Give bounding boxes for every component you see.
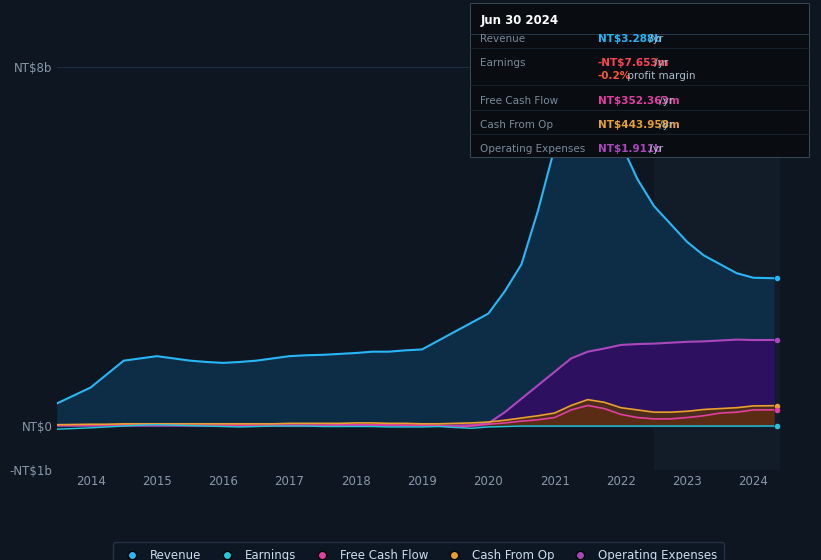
Text: /yr: /yr	[657, 96, 674, 106]
Bar	[654, 67, 780, 470]
Text: Jun 30 2024: Jun 30 2024	[480, 14, 558, 27]
Text: -0.2%: -0.2%	[598, 71, 631, 81]
Text: Operating Expenses: Operating Expenses	[480, 144, 585, 154]
Text: Cash From Op: Cash From Op	[480, 120, 553, 130]
Text: /yr: /yr	[646, 34, 663, 44]
Text: Revenue: Revenue	[480, 34, 525, 44]
Text: NT$443.958m: NT$443.958m	[598, 120, 680, 130]
Legend: Revenue, Earnings, Free Cash Flow, Cash From Op, Operating Expenses: Revenue, Earnings, Free Cash Flow, Cash …	[113, 542, 724, 560]
Text: Free Cash Flow: Free Cash Flow	[480, 96, 558, 106]
Text: /yr: /yr	[651, 58, 668, 68]
Text: NT$352.363m: NT$352.363m	[598, 96, 679, 106]
Text: NT$3.288b: NT$3.288b	[598, 34, 662, 44]
Text: profit margin: profit margin	[624, 71, 695, 81]
Text: Earnings: Earnings	[480, 58, 525, 68]
Text: /yr: /yr	[657, 120, 674, 130]
Text: /yr: /yr	[646, 144, 663, 154]
Text: -NT$7.653m: -NT$7.653m	[598, 58, 669, 68]
Text: NT$1.911b: NT$1.911b	[598, 144, 661, 154]
